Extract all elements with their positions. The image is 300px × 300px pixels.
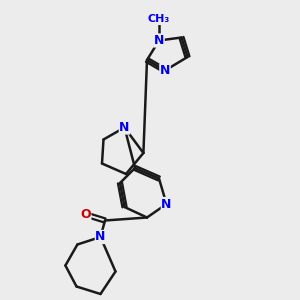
Text: N: N bbox=[161, 197, 172, 211]
Text: N: N bbox=[154, 34, 164, 47]
Text: N: N bbox=[95, 230, 106, 244]
Text: N: N bbox=[119, 121, 130, 134]
Text: N: N bbox=[160, 64, 170, 77]
Text: O: O bbox=[80, 208, 91, 221]
Text: CH₃: CH₃ bbox=[148, 14, 170, 25]
